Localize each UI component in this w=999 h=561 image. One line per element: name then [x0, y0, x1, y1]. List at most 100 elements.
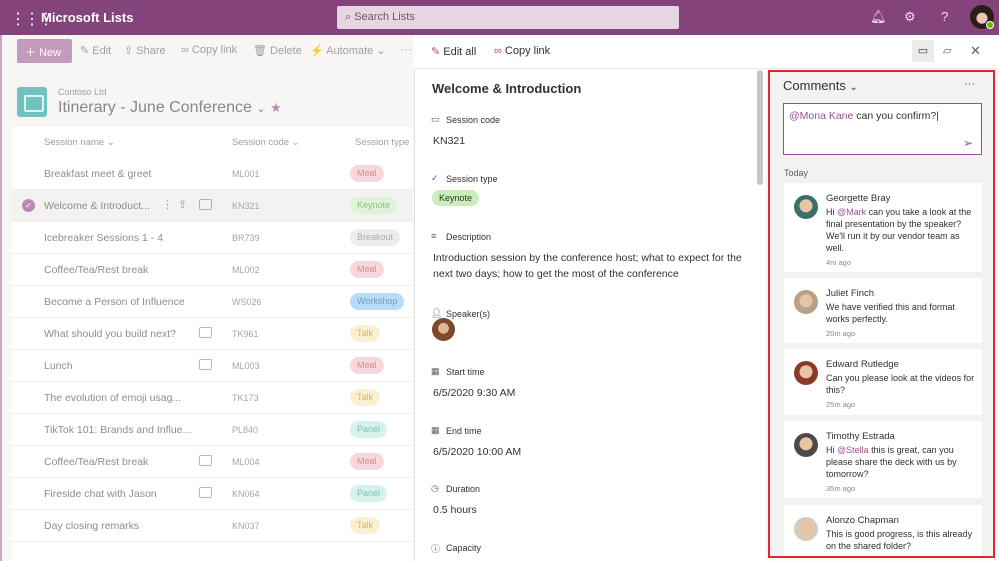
- comment-body: Hi @Stella this is great, can you please…: [826, 444, 976, 495]
- field-icon: ◷: [431, 483, 439, 493]
- column-header-code[interactable]: Session code ⌄: [232, 137, 300, 148]
- mention[interactable]: @Mark: [837, 207, 867, 217]
- mention[interactable]: @Stella: [837, 445, 869, 455]
- comment-input[interactable]: @Mona Kane can you confirm?| ➢: [783, 103, 982, 155]
- comments-header[interactable]: Comments ⌄: [783, 78, 858, 93]
- session-name[interactable]: TikTok 101: Brands and Influe...: [44, 424, 192, 436]
- session-type-badge: Meal: [350, 453, 384, 470]
- comment-card[interactable]: Georgette Bray Hi @Mark can you take a l…: [784, 183, 982, 272]
- automate-label: Automate: [326, 45, 374, 57]
- session-name[interactable]: Breakfast meet & greet: [44, 168, 152, 180]
- automate-button[interactable]: ⚡ Automate ⌄: [310, 45, 386, 57]
- field-value: 6/5/2020 9:30 AM: [433, 387, 516, 399]
- help-icon[interactable]: ?: [941, 9, 949, 24]
- more-button[interactable]: ···: [401, 44, 412, 56]
- comment-card[interactable]: Juliet Finch We have verified this and f…: [784, 278, 982, 343]
- session-type-badge: Meal: [350, 357, 384, 374]
- group-label: Today: [784, 168, 809, 178]
- field-icon: ✓: [431, 173, 439, 183]
- comment-author: Edward Rutledge: [826, 359, 899, 370]
- session-code: ML002: [232, 265, 260, 275]
- comment-card[interactable]: Alonzo Chapman This is good progress, is…: [784, 505, 982, 556]
- comment-icon[interactable]: [199, 455, 212, 466]
- more-options-icon[interactable]: ···: [964, 78, 975, 90]
- session-name[interactable]: Welcome & Introduct...: [44, 200, 151, 212]
- bell-icon[interactable]: 🔔︎: [870, 9, 887, 24]
- session-name[interactable]: Icebreaker Sessions 1 - 4: [44, 232, 164, 244]
- table-row[interactable]: Fireside chat with Jason KN064 Panel: [12, 478, 413, 510]
- comment-card[interactable]: Timothy Estrada Hi @Stella this is great…: [784, 421, 982, 498]
- table-row[interactable]: Lunch ML003 Meal: [12, 350, 413, 382]
- share-icon[interactable]: ⇪: [178, 199, 188, 211]
- comment-body: Hi @Mark can you take a look at the fina…: [826, 206, 976, 269]
- scrollbar[interactable]: [757, 70, 763, 185]
- edit-form-icon[interactable]: ▱: [943, 45, 952, 57]
- comment-text: Can you please look at the videos for th…: [826, 373, 975, 395]
- session-code: TK173: [232, 393, 259, 403]
- presence-indicator: [986, 21, 994, 29]
- comment-text: We have verified this and format works p…: [826, 302, 955, 324]
- selected-check-icon[interactable]: ✓: [22, 199, 35, 212]
- session-type-badge: Panel: [350, 485, 388, 502]
- session-type-badge: Workshop: [350, 293, 405, 310]
- comment-time: 25m ago: [826, 400, 856, 409]
- copy-link-button[interactable]: ∞ Copy link: [494, 45, 551, 57]
- comment-author: Georgette Bray: [826, 193, 891, 204]
- table-row[interactable]: Coffee/Tea/Rest break ML004 Meal: [12, 446, 413, 478]
- table-row[interactable]: Breakfast meet & greet ML001 Meal: [12, 158, 413, 190]
- search-input[interactable]: ⌕ Search Lists: [337, 6, 679, 29]
- session-code: TK961: [232, 329, 259, 339]
- column-header-name[interactable]: Session name ⌄: [44, 137, 115, 148]
- share-button[interactable]: ⇪ Share: [124, 45, 166, 57]
- speaker-avatar[interactable]: [432, 318, 455, 341]
- share-label: Share: [136, 45, 166, 57]
- table-row[interactable]: What should you build next? TK961 Talk: [12, 318, 413, 350]
- list-title-text: Itinerary - June Conference: [58, 99, 252, 116]
- session-name[interactable]: Lunch: [44, 360, 73, 372]
- app-launcher-icon[interactable]: ⋮⋮⋮: [10, 11, 54, 28]
- list-title[interactable]: Itinerary - June Conference ⌄ ★: [58, 99, 282, 116]
- column-header-type[interactable]: Session type ⌄: [355, 137, 420, 148]
- close-icon[interactable]: ✕: [970, 43, 981, 58]
- star-icon[interactable]: ★: [270, 100, 282, 115]
- session-name[interactable]: What should you build next?: [44, 328, 176, 340]
- comment-time: 4m ago: [826, 258, 852, 267]
- table-row[interactable]: The evolution of emoji usag... TK173 Talk: [12, 382, 413, 414]
- session-name[interactable]: The evolution of emoji usag...: [44, 392, 182, 404]
- edit-button[interactable]: ✎ Edit: [80, 45, 112, 57]
- comment-icon[interactable]: [199, 199, 212, 210]
- session-name[interactable]: Fireside chat with Jason: [44, 488, 157, 500]
- table-row[interactable]: Icebreaker Sessions 1 - 4 BR739 Breakout: [12, 222, 413, 254]
- send-icon[interactable]: ➢: [962, 136, 973, 150]
- session-code: PL840: [232, 425, 259, 435]
- session-name[interactable]: Coffee/Tea/Rest break: [44, 264, 149, 276]
- session-type-badge: Keynote: [350, 197, 398, 214]
- session-name[interactable]: Become a Person of Influence: [44, 296, 185, 308]
- gear-icon[interactable]: ⚙: [904, 9, 916, 24]
- session-name[interactable]: Coffee/Tea/Rest break: [44, 456, 149, 468]
- search-placeholder: Search Lists: [354, 11, 415, 23]
- edit-all-button[interactable]: ✎ Edit all: [431, 46, 477, 58]
- more-icon[interactable]: ⋮: [162, 199, 173, 211]
- delete-button[interactable]: 🗑︎ Delete: [253, 45, 302, 57]
- table-row[interactable]: ✓ Welcome & Introduct... ⋮ ⇪ KN321 Keynote: [12, 190, 413, 222]
- table-row[interactable]: TikTok 101: Brands and Influe... PL840 Pan…: [12, 414, 413, 446]
- table-row[interactable]: Day closing remarks KN037 Talk: [12, 510, 413, 542]
- comment-card[interactable]: Edward Rutledge Can you please look at t…: [784, 349, 982, 415]
- comment-icon[interactable]: [199, 327, 212, 338]
- session-name[interactable]: Day closing remarks: [44, 520, 140, 532]
- comments-toggle-icon[interactable]: ▭: [912, 40, 934, 62]
- copy-link-label: Copy link: [191, 44, 238, 56]
- column-label: Session code: [232, 137, 290, 148]
- field-icon: ▦: [431, 425, 440, 435]
- new-button[interactable]: ＋ New: [17, 39, 72, 63]
- edit-all-label: Edit all: [443, 46, 477, 58]
- session-type-badge: Meal: [350, 261, 384, 278]
- copy-link-button[interactable]: ∞ Copy link: [181, 44, 238, 56]
- table-row[interactable]: Become a Person of Influence WS026 Worksho…: [12, 286, 413, 318]
- app-name: Microsoft Lists: [41, 10, 134, 25]
- comment-author: Juliet Finch: [826, 288, 875, 299]
- table-row[interactable]: Coffee/Tea/Rest break ML002 Meal: [12, 254, 413, 286]
- comment-icon[interactable]: [199, 359, 212, 370]
- comment-icon[interactable]: [199, 487, 212, 498]
